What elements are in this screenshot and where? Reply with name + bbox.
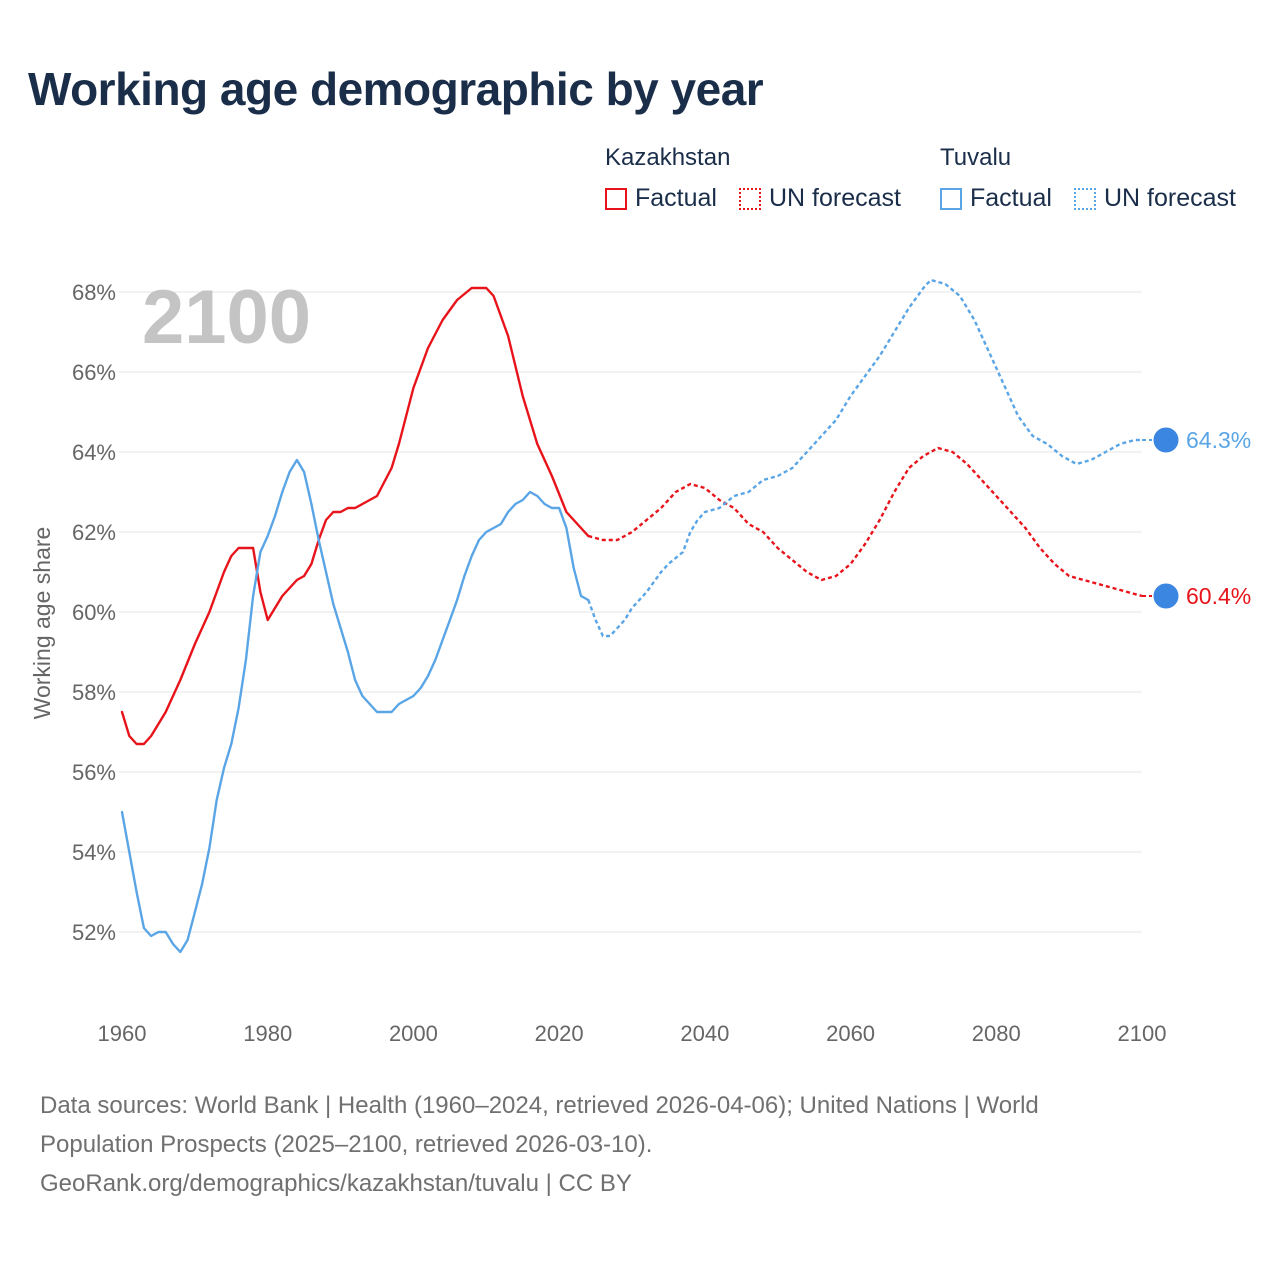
x-tick-label: 2080: [972, 1021, 1021, 1046]
end-label-tuvalu: 64.3%: [1186, 427, 1251, 453]
y-tick-label: 52%: [72, 920, 116, 945]
grid-lines: [119, 291, 1142, 933]
line-chart: 2100 52% 54% 56% 58% 60% 62% 64% 66% 68% 1960 1980…: [29, 275, 1251, 1046]
x-tick-label: 2000: [389, 1021, 438, 1046]
x-tick-label: 1960: [98, 1021, 147, 1046]
flag-marker-kazakhstan: [1152, 582, 1180, 610]
chart-title: Working age demographic by year: [28, 63, 764, 115]
legend-kazakhstan-forecast[interactable]: UN forecast: [739, 184, 901, 213]
legend-label-tuvalu-factual: Factual: [970, 184, 1052, 212]
x-tick-label: 2040: [680, 1021, 729, 1046]
legend-swatch-kazakhstan-factual: [605, 187, 627, 210]
legend-group-tuvalu: Tuvalu: [940, 144, 1012, 171]
series-line-tuvalu-forecast: [587, 278, 1142, 638]
legend-label-kazakhstan-factual: Factual: [635, 184, 717, 212]
year-watermark: 2100: [142, 275, 311, 360]
legend-swatch-tuvalu-forecast: [1074, 187, 1096, 210]
y-tick-label: 68%: [72, 280, 116, 305]
footer: Data sources: World Bank | Health (1960–…: [40, 1086, 1240, 1203]
y-axis-label: Working age share: [29, 527, 55, 720]
axes: 52% 54% 56% 58% 60% 62% 64% 66% 68% 1960 1980 2000 2…: [72, 280, 1167, 1046]
x-tick-label: 2020: [535, 1021, 584, 1046]
y-tick-label: 56%: [72, 760, 116, 785]
y-tick-label: 62%: [72, 520, 116, 545]
series-line-kazakhstan-forecast: [587, 446, 1143, 598]
legend-kazakhstan-factual[interactable]: Factual: [605, 184, 717, 213]
end-label-kazakhstan: 60.4%: [1186, 583, 1251, 609]
y-tick-label: 58%: [72, 680, 116, 705]
y-tick-label: 54%: [72, 840, 116, 865]
y-tick-label: 60%: [72, 600, 116, 625]
footer-sources-line-2: Population Prospects (2025–2100, retriev…: [40, 1131, 653, 1158]
flag-marker-tuvalu: [1152, 426, 1180, 454]
x-tick-label: 1980: [243, 1021, 292, 1046]
legend-swatch-kazakhstan-forecast: [739, 187, 761, 210]
x-tick-label: 2100: [1118, 1021, 1167, 1046]
x-tick-label: 2060: [826, 1021, 875, 1046]
footer-sources-line-1: Data sources: World Bank | Health (1960–…: [40, 1092, 1039, 1119]
series-line-tuvalu-factual: [120, 458, 590, 954]
legend-swatch-tuvalu-factual: [940, 187, 962, 210]
legend-tuvalu-factual[interactable]: Factual: [940, 184, 1052, 213]
series-line-kazakhstan-factual: [120, 286, 590, 746]
y-tick-label: 64%: [72, 440, 116, 465]
footer-attribution: GeoRank.org/demographics/kazakhstan/tuva…: [40, 1170, 632, 1197]
end-markers: 60.4% 64.3%: [1142, 426, 1251, 610]
legend-group-kazakhstan: Kazakhstan: [605, 144, 731, 171]
legend-label-tuvalu-forecast: UN forecast: [1104, 184, 1236, 212]
legend-tuvalu-forecast[interactable]: UN forecast: [1074, 184, 1236, 213]
legend-label-kazakhstan-forecast: UN forecast: [769, 184, 901, 212]
y-tick-label: 66%: [72, 360, 116, 385]
series-lines: [120, 278, 1143, 954]
